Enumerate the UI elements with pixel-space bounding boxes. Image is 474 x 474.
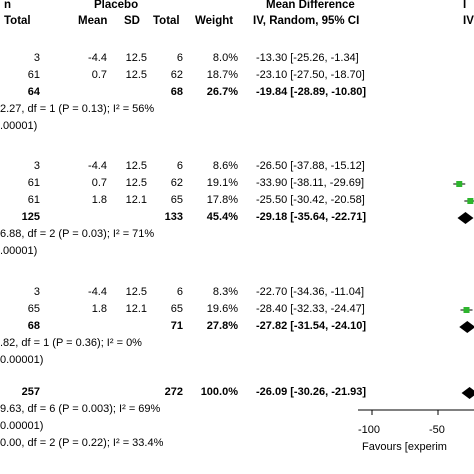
exp-total: 125 [21,211,40,223]
header-md-title: Mean Difference [266,0,355,11]
summary-diamond [457,212,474,224]
weight: 8.6% [212,160,238,172]
header-right-title: I [463,0,467,11]
weight: 100.0% [200,386,238,398]
placebo-sd: 12.5 [125,286,147,298]
heterogeneity-note: .82, df = 1 (P = 0.36); I² = 0% [0,337,142,349]
exp-total: 257 [21,386,40,398]
weight: 27.8% [206,320,238,332]
x-tick-label: -100 [358,424,381,436]
placebo-mean: 1.8 [91,303,107,315]
header-group-left: n [4,0,12,11]
overall-effect-note: .00001) [0,120,38,132]
weight: 8.0% [212,52,238,64]
weight: 17.8% [206,194,238,206]
placebo-mean: 1.8 [91,194,107,206]
placebo-total: 6 [176,52,183,64]
placebo-total: 6 [176,160,183,172]
placebo-total: 68 [170,86,183,98]
exp-total: 61 [27,177,40,189]
placebo-total: 133 [164,211,183,223]
mean-diff-ci: -25.50 [-30.42, -20.58] [256,194,365,206]
placebo-mean: 0.7 [91,69,107,81]
weight: 8.3% [212,286,238,298]
placebo-sd: 12.1 [125,303,147,315]
placebo-total: 272 [164,386,183,398]
placebo-total: 65 [170,303,183,315]
placebo-total: 71 [170,320,183,332]
exp-total: 68 [27,320,40,332]
heterogeneity-note: 9.63, df = 6 (P = 0.003); I² = 69% [0,403,161,415]
placebo-mean: -4.4 [88,160,107,172]
mean-diff-ci: -22.70 [-34.36, -11.04] [256,286,365,298]
placebo-mean: 0.7 [91,177,107,189]
header-total-1: Total [4,15,31,27]
weight: 45.4% [206,211,238,223]
exp-total: 65 [27,303,40,315]
placebo-sd: 12.5 [125,160,147,172]
subgroup-difference-note: 0.00, df = 2 (P = 0.22); I² = 33.4% [0,437,164,449]
overall-effect-note: .00001) [0,245,38,257]
study-marker [463,307,470,313]
mean-diff-ci: -27.82 [-31.54, -24.10] [256,320,367,332]
header-weight: Weight [195,15,234,27]
placebo-sd: 12.5 [125,177,147,189]
summary-diamond [461,387,474,399]
x-axis-label: Favours [experim [362,441,447,453]
x-tick-label: -50 [429,424,445,436]
summary-diamond [459,321,474,333]
mean-diff-ci: -13.30 [-25.26, -1.34] [256,52,359,64]
exp-total: 61 [27,194,40,206]
study-marker [456,181,463,187]
exp-total: 3 [33,52,40,64]
placebo-sd: 12.5 [125,69,147,81]
study-marker [467,198,474,204]
placebo-total: 6 [176,286,183,298]
mean-diff-ci: -23.10 [-27.50, -18.70] [256,69,365,81]
weight: 18.7% [206,69,238,81]
overall-effect-note: 0.00001) [0,354,44,366]
weight: 19.1% [206,177,238,189]
header-md-sub: IV, Random, 95% CI [253,15,360,27]
mean-diff-ci: -26.50 [-37.88, -15.12] [256,160,365,172]
exp-total: 61 [27,69,40,81]
header-sd: SD [124,15,140,27]
header-right-sub: IV [463,15,474,27]
weight: 19.6% [206,303,238,315]
exp-total: 3 [33,286,40,298]
placebo-total: 65 [170,194,183,206]
mean-diff-ci: -33.90 [-38.11, -29.69] [256,177,365,189]
header-mean: Mean [78,15,108,27]
overall-effect-note: 0.00001) [0,420,44,432]
placebo-sd: 12.1 [125,194,147,206]
mean-diff-ci: -26.09 [-30.26, -21.93] [256,386,367,398]
mean-diff-ci: -19.84 [-28.89, -10.80] [256,86,367,98]
heterogeneity-note: 2.27, df = 1 (P = 0.13); I² = 56% [0,103,155,115]
placebo-mean: -4.4 [88,52,107,64]
heterogeneity-note: 6.88, df = 2 (P = 0.03); I² = 71% [0,228,155,240]
mean-diff-ci: -29.18 [-35.64, -22.71] [256,211,367,223]
placebo-total: 62 [170,177,183,189]
exp-total: 3 [33,160,40,172]
exp-total: 64 [27,86,40,98]
header-total-2: Total [153,15,180,27]
mean-diff-ci: -28.40 [-32.33, -24.47] [256,303,365,315]
placebo-total: 62 [170,69,183,81]
placebo-mean: -4.4 [88,286,107,298]
header-placebo: Placebo [94,0,139,11]
weight: 26.7% [206,86,238,98]
placebo-sd: 12.5 [125,52,147,64]
